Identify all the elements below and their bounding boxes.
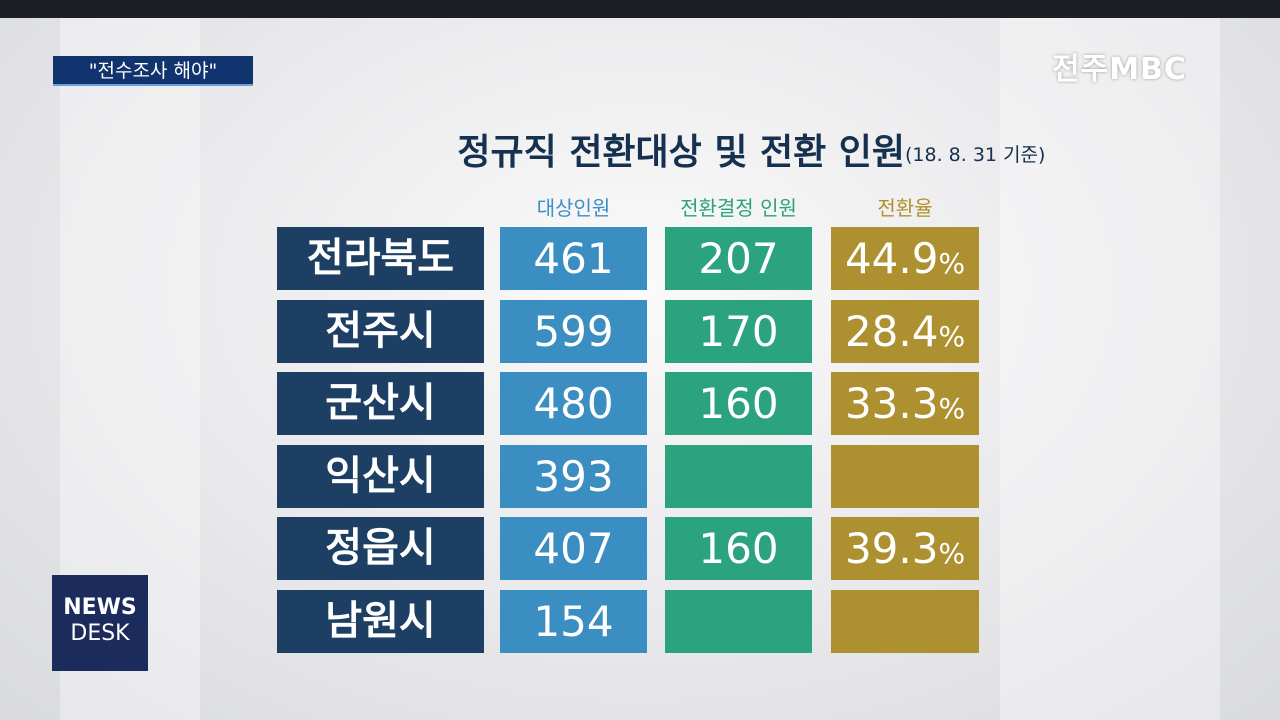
row-label: 정읍시	[277, 517, 484, 580]
table-cell: 44.9%	[831, 227, 979, 290]
table-cell: 33.3%	[831, 372, 979, 435]
table-cell: 393	[500, 444, 647, 508]
row-label: 익산시	[277, 444, 484, 508]
badge-line: DESK	[70, 621, 130, 646]
row-label: 군산시	[277, 372, 484, 435]
unit: %	[938, 537, 966, 570]
table-cell	[665, 589, 812, 653]
row-label: 전주시	[277, 299, 484, 363]
table-cell: 160	[665, 372, 812, 435]
table-cell: 480	[500, 372, 647, 435]
table-cell: 154	[500, 589, 647, 653]
table-cell: 28.4%	[831, 299, 979, 363]
unit: %	[938, 392, 966, 425]
row-label: 남원시	[277, 589, 484, 653]
top-bar	[0, 0, 1280, 18]
badge-line: NEWS	[63, 595, 137, 620]
unit: %	[938, 247, 966, 280]
table-cell: 39.3%	[831, 517, 979, 580]
table-cell: 207	[665, 227, 812, 290]
table-cell	[831, 444, 979, 508]
table-cell: 599	[500, 299, 647, 363]
table-cell: 160	[665, 517, 812, 580]
news-badge: NEWS DESK	[52, 575, 148, 671]
caption: "전수조사 해야"	[53, 56, 253, 86]
logo: 전주MBC	[1052, 52, 1187, 87]
table-cell: 461	[500, 227, 647, 290]
table-cell: 170	[665, 299, 812, 363]
column-header: 대상인원	[536, 196, 611, 220]
table-cell	[831, 589, 979, 653]
column-header: 전환결정 인원	[680, 196, 797, 220]
unit: %	[938, 319, 966, 353]
light-ray	[1000, 0, 1220, 720]
table-cell	[665, 444, 812, 508]
row-label: 전라북도	[277, 227, 484, 290]
table-cell: 407	[500, 517, 647, 580]
column-header: 전환율	[877, 196, 933, 220]
title: 정규직 전환대상 및 전환 인원	[457, 132, 905, 173]
subtitle: (18. 8. 31 기준)	[905, 144, 1046, 166]
